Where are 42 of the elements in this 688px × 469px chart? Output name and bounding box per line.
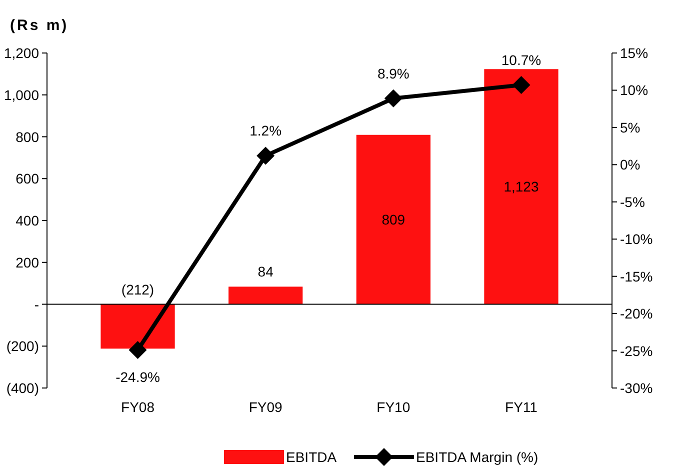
bar — [228, 286, 303, 304]
data-label: -24.9% — [116, 369, 160, 386]
y-tick-label: (400) — [6, 380, 39, 396]
y2-tick-label: -25% — [620, 342, 653, 359]
data-label: (212) — [121, 281, 154, 298]
y2-tick-label: 0% — [620, 156, 640, 173]
point — [256, 146, 275, 165]
y2-tick-label: -5% — [620, 194, 645, 210]
data-label: 10.7% — [501, 52, 542, 68]
x-tick-label: FY08 — [121, 399, 155, 415]
y2-tick-label: 5% — [620, 119, 640, 136]
legend-label: EBITDA Margin (%) — [416, 449, 538, 465]
y-tick-label: (200) — [6, 338, 39, 354]
y-tick-label: 800 — [16, 128, 40, 145]
point — [512, 76, 530, 94]
data-label: 8.9% — [377, 65, 410, 82]
y-tick-label: 400 — [16, 212, 40, 228]
y-tick-label: 200 — [16, 254, 40, 270]
x-tick-label: FY10 — [376, 399, 410, 415]
y2-tick-label: -15% — [620, 268, 653, 284]
bar — [484, 69, 558, 304]
y-tick-label: 1,200 — [4, 45, 40, 61]
y-tick-label: 600 — [16, 170, 40, 187]
data-label: 1.2% — [250, 122, 282, 139]
y2-tick-label: -30% — [620, 380, 653, 396]
y-tick-label: 1,000 — [4, 86, 40, 103]
y2-tick-label: 15% — [620, 45, 648, 61]
bar — [356, 134, 430, 304]
data-label: 84 — [258, 264, 274, 280]
y2-tick-label: 10% — [620, 82, 648, 98]
point — [128, 341, 147, 360]
x-tick-label: FY09 — [248, 399, 283, 415]
data-label: 1,123 — [504, 178, 539, 195]
bar — [100, 304, 175, 349]
point — [384, 89, 402, 108]
y2-tick-label: -10% — [620, 231, 653, 248]
y-tick-label: - — [34, 296, 40, 312]
legend-label: EBITDA — [286, 449, 338, 465]
data-label: 809 — [382, 212, 406, 228]
y2-tick-label: -20% — [620, 306, 653, 322]
x-tick-label: FY11 — [505, 399, 538, 415]
chart-title: (Rs m) — [10, 17, 69, 34]
